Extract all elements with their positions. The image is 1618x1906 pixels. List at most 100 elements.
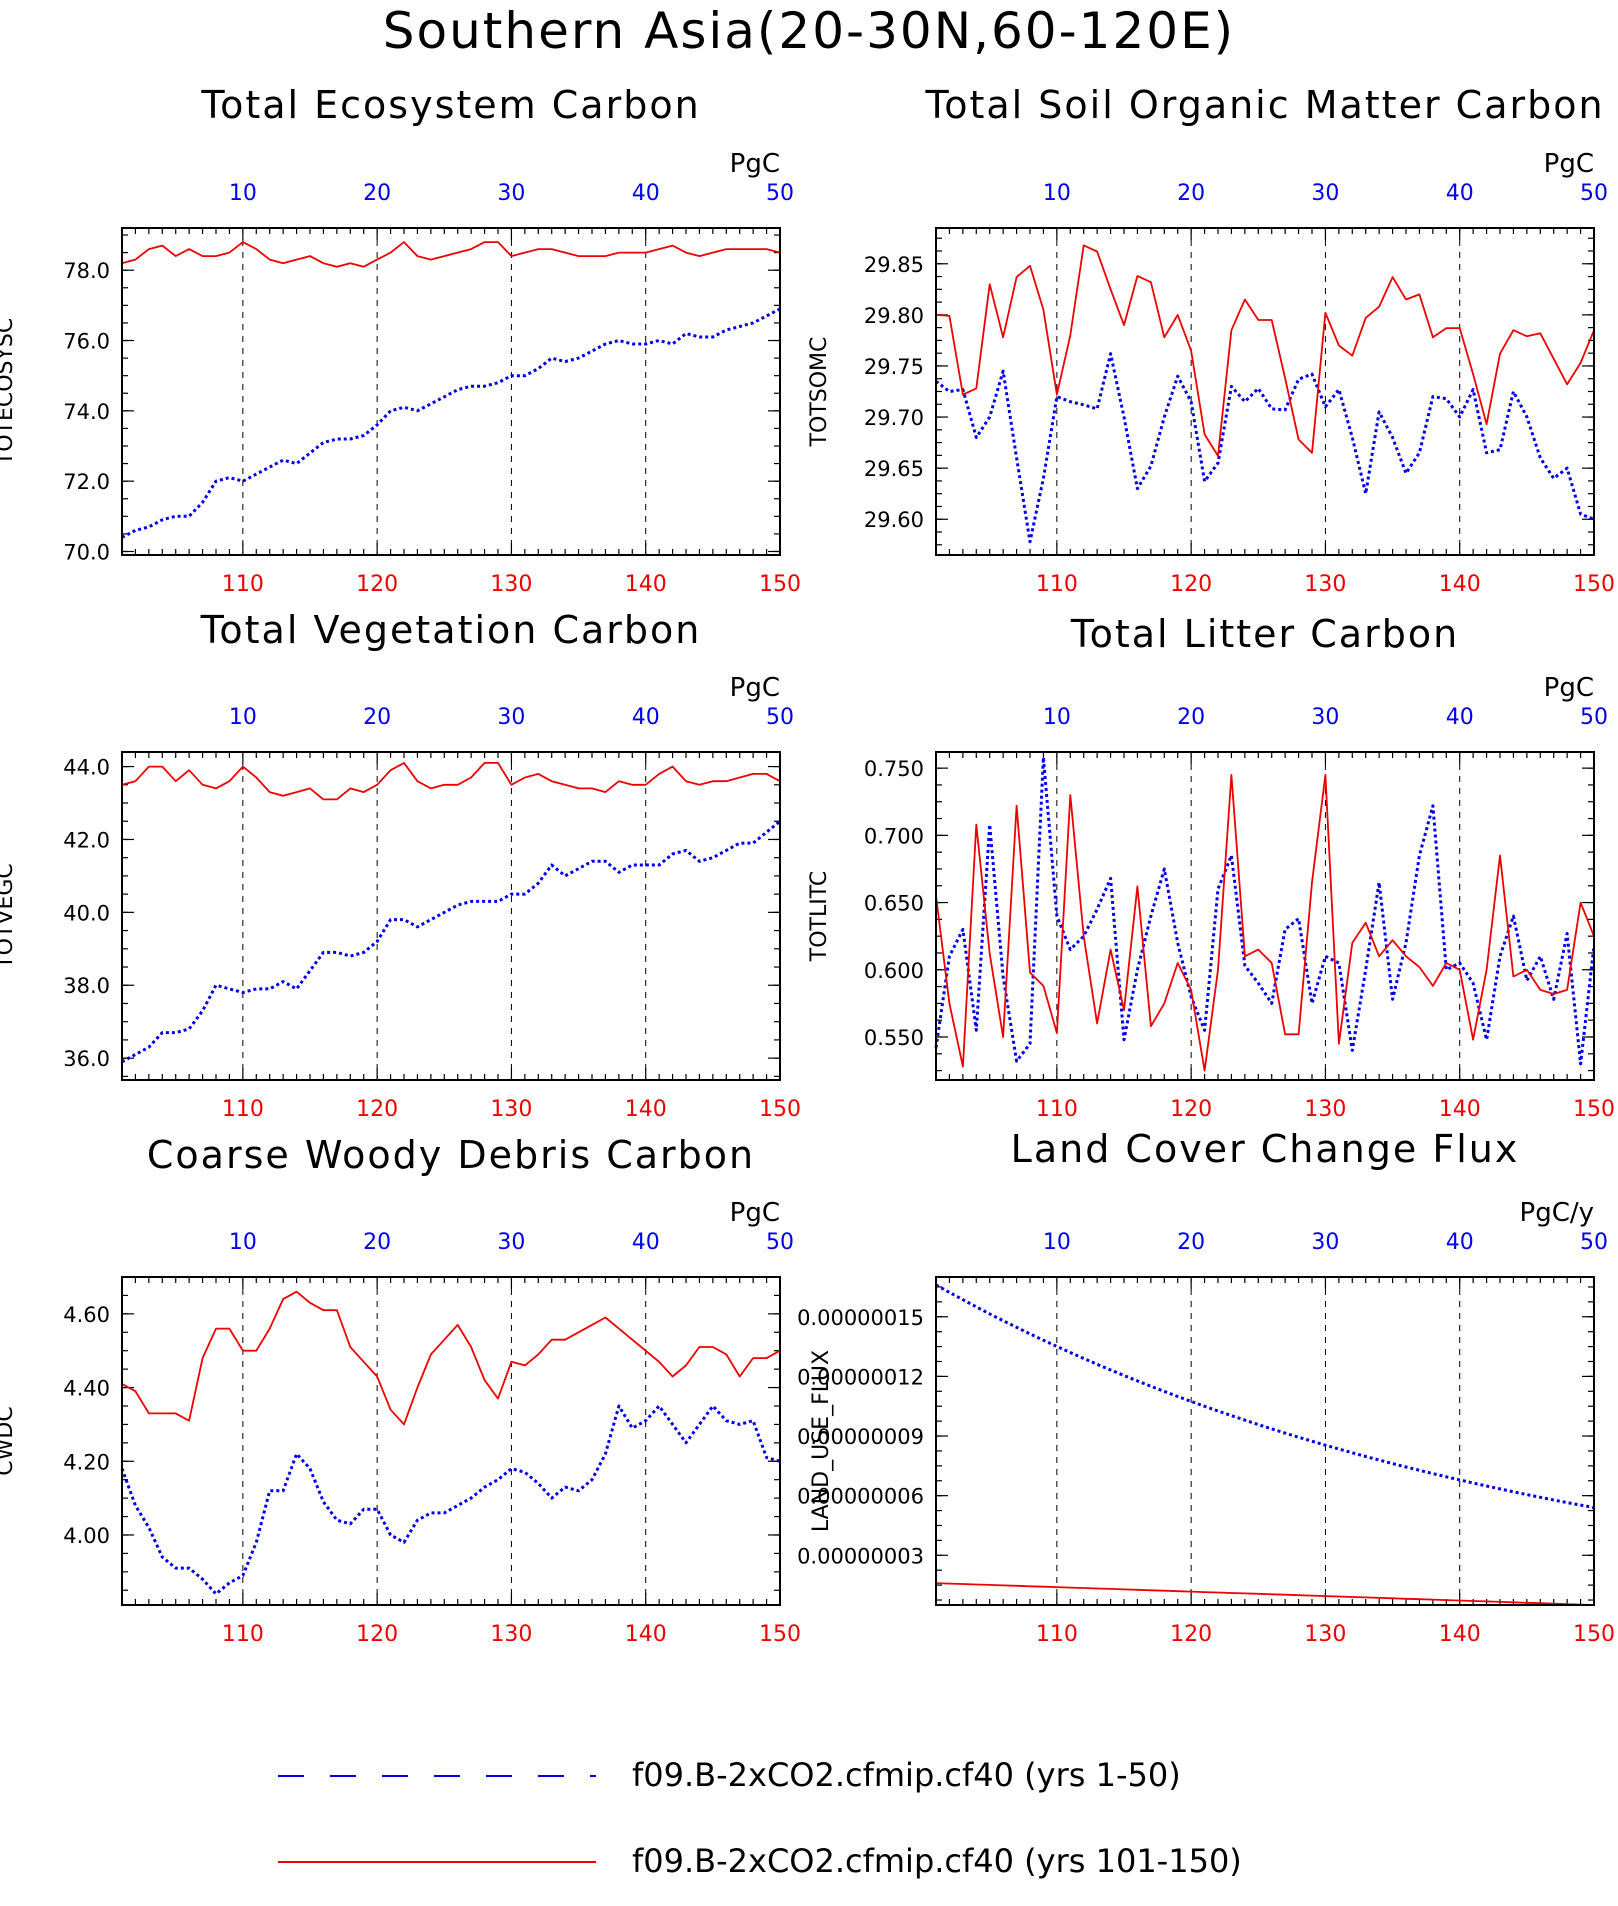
y-tick-label: 0.00000003 [797,1544,924,1568]
y-axis-label: TOTECOSYSC [0,318,18,467]
panel-title: Coarse Woody Debris Carbon [147,1133,755,1177]
x-tick-label-bottom: 110 [1036,1097,1078,1122]
x-tick-label-bottom: 120 [1170,572,1212,597]
y-tick-label: 0.650 [864,892,924,916]
y-axis-label: TOTSOMC [807,337,832,448]
panel-2: Total Soil Organic Matter Carbon PgC TOTSO… [807,83,1615,597]
y-tick-label: 0.00000006 [797,1485,924,1509]
y-tick-label: 38.0 [63,974,110,998]
legend-label: f09.B-2xCO2.cfmip.cf40 (yrs 1-50) [632,1756,1181,1794]
x-tick-label-bottom: 150 [759,1097,801,1122]
x-tick-label-bottom: 110 [222,572,264,597]
y-tick-label: 44.0 [63,756,110,780]
x-tick-label-bottom: 150 [1573,1622,1615,1647]
legend-label: f09.B-2xCO2.cfmip.cf40 (yrs 101-150) [632,1842,1242,1880]
series-red-line [935,244,1595,457]
plot-frame [935,227,1595,556]
y-tick-label: 36.0 [63,1047,110,1071]
y-tick-label: 0.00000012 [797,1365,924,1389]
x-tick-label-top: 40 [632,181,660,206]
x-tick-label-bottom: 130 [1304,1622,1346,1647]
y-tick-label: 0.750 [864,757,924,781]
y-tick-label: 42.0 [63,828,110,852]
plot-frame [935,751,1595,1081]
x-tick-label-bottom: 130 [1304,1097,1346,1122]
panels: Total Ecosystem Carbon PgC TOTECOSYSC 110 12… [0,83,1615,1647]
x-tick-label-top: 10 [229,181,257,206]
x-tick-label-top: 50 [766,181,794,206]
x-tick-label-bottom: 120 [356,1097,398,1122]
x-tick-label-top: 10 [1043,1230,1071,1255]
x-tick-label-top: 50 [1580,705,1608,730]
panel-title: Total Litter Carbon [1070,612,1459,656]
y-tick-label: 0.00000009 [797,1425,924,1449]
panel-5: Coarse Woody Debris Carbon PgC CWDC 110 120 1… [0,1133,801,1647]
y-tick-label: 0.600 [864,959,924,983]
y-tick-label: 29.85 [864,253,924,277]
series-blue-line [120,1404,781,1596]
x-tick-label-top: 50 [1580,1230,1608,1255]
x-tick-label-bottom: 140 [1439,1097,1481,1122]
panel-title: Total Vegetation Carbon [200,608,702,652]
x-tick-label-top: 20 [1177,705,1205,730]
x-tick-label-bottom: 120 [1170,1097,1212,1122]
y-tick-label: 40.0 [63,901,110,925]
y-tick-label: 0.00000015 [797,1306,924,1330]
plot-frame [935,1276,1595,1606]
x-tick-label-top: 20 [363,1230,391,1255]
y-tick-label: 72.0 [63,470,110,494]
x-tick-label-bottom: 140 [625,1097,667,1122]
y-tick-label: 0.700 [864,824,924,848]
series-blue-line [935,352,1595,544]
series-blue-line [121,307,781,539]
x-tick-label-bottom: 120 [356,572,398,597]
series-red-line [121,1290,781,1426]
x-tick-label-top: 40 [1446,705,1474,730]
y-tick-label: 70.0 [63,540,110,564]
x-tick-label-top: 30 [1311,705,1339,730]
unit-label: PgC [730,149,780,179]
y-tick-label: 29.60 [864,508,924,532]
x-tick-label-bottom: 150 [759,1622,801,1647]
x-tick-label-top: 30 [497,1230,525,1255]
x-tick-label-top: 30 [497,705,525,730]
x-tick-label-top: 30 [1311,1230,1339,1255]
y-tick-label: 29.80 [864,304,924,328]
x-tick-label-bottom: 140 [1439,572,1481,597]
panel-title: Total Soil Organic Matter Carbon [924,83,1604,127]
panel-4: Total Litter Carbon PgC TOTLITC 110 120 130 14… [807,612,1615,1122]
x-tick-label-top: 20 [1177,1230,1205,1255]
x-tick-label-top: 50 [1580,181,1608,206]
x-tick-label-bottom: 110 [222,1097,264,1122]
series-red-line [121,762,781,801]
unit-label: PgC [730,673,780,703]
series-blue-line [121,820,781,1064]
y-tick-label: 78.0 [63,259,110,283]
y-tick-label: 74.0 [63,400,110,424]
x-tick-label-top: 10 [229,705,257,730]
plot-frame [121,227,781,556]
x-tick-label-top: 30 [1311,181,1339,206]
x-tick-label-top: 10 [1043,705,1071,730]
x-tick-label-top: 10 [1043,181,1071,206]
y-tick-label: 4.20 [63,1450,110,1474]
x-tick-label-bottom: 110 [1036,572,1078,597]
x-tick-label-bottom: 120 [1170,1622,1212,1647]
panel-title: Total Ecosystem Carbon [200,83,700,127]
plot-frame [121,751,781,1081]
x-tick-label-top: 10 [229,1230,257,1255]
x-tick-label-bottom: 130 [490,572,532,597]
y-axis-label: CWDC [0,1406,18,1475]
unit-label: PgC [730,1198,780,1228]
x-tick-label-top: 20 [1177,181,1205,206]
y-tick-label: 4.60 [63,1303,110,1327]
x-tick-label-bottom: 150 [759,572,801,597]
x-tick-label-bottom: 140 [625,572,667,597]
x-tick-label-bottom: 110 [222,1622,264,1647]
series-blue-line [935,1283,1595,1510]
y-axis-label: TOTVEGC [0,863,18,970]
y-axis-label: TOTLITC [807,871,832,962]
x-tick-label-top: 30 [497,181,525,206]
x-tick-label-bottom: 140 [1439,1622,1481,1647]
